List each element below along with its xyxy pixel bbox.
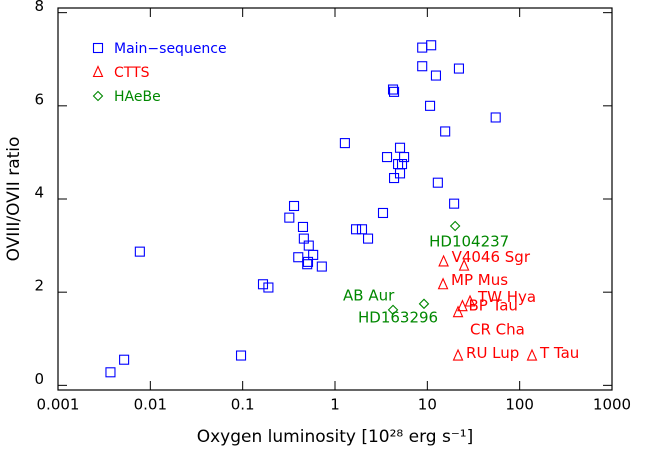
point: [350, 224, 362, 235]
y-tick-label: 8: [34, 0, 44, 15]
point-label: BP Tau: [468, 297, 517, 315]
point-label: HD104237: [429, 233, 509, 251]
point-label: MP Mus: [451, 271, 508, 289]
point-label: CR Cha: [470, 321, 525, 339]
point: [293, 252, 304, 263]
point-label: RU Lup: [466, 344, 519, 362]
point: [134, 246, 145, 257]
point: [394, 142, 406, 153]
y-axis-label: OVIII/OVII ratio: [4, 137, 24, 262]
point: [437, 277, 449, 290]
point: [284, 212, 295, 223]
legend-marker: [92, 42, 104, 54]
point-label: TW Hya: [477, 288, 536, 306]
point: [362, 233, 374, 244]
point: [464, 294, 476, 307]
point: [288, 200, 300, 212]
point: [418, 298, 430, 310]
point: [263, 282, 274, 293]
point: [257, 279, 269, 290]
legend-label: Main−sequence: [114, 41, 227, 57]
point: [308, 249, 319, 260]
point: [394, 168, 406, 179]
point: [452, 305, 464, 318]
point: [526, 348, 538, 361]
point: [302, 256, 314, 267]
legend-marker: [92, 90, 104, 102]
legend-label: CTTS: [114, 65, 150, 81]
point: [381, 152, 393, 163]
point: [449, 220, 461, 232]
y-tick-label: 4: [34, 184, 44, 202]
point: [424, 100, 436, 111]
point: [119, 354, 130, 365]
legend-marker: [92, 65, 104, 78]
point: [105, 367, 116, 378]
y-tick-label: 2: [34, 277, 44, 295]
point: [377, 207, 389, 219]
point: [399, 152, 410, 163]
x-tick-label: 100: [505, 396, 534, 414]
x-tick-label: 1: [330, 396, 340, 414]
point-label: T Tau: [539, 344, 579, 362]
y-tick-label: 6: [34, 90, 44, 108]
point: [356, 224, 368, 235]
point: [449, 198, 460, 209]
y-tick-label: 0: [34, 370, 44, 388]
x-tick-label: 0.001: [37, 396, 80, 414]
legend-label: HAeBe: [114, 89, 161, 105]
point: [316, 261, 327, 272]
point: [297, 221, 309, 233]
point: [440, 126, 451, 137]
point: [432, 177, 443, 188]
x-tick-label: 1000: [593, 396, 631, 414]
x-tick-label: 0.1: [231, 396, 255, 414]
point: [235, 350, 247, 361]
point: [302, 259, 313, 270]
x-tick-label: 10: [418, 396, 437, 414]
x-axis-label: Oxygen luminosity [10²⁸ erg s⁻¹]: [197, 427, 474, 447]
point: [387, 304, 399, 316]
point: [339, 138, 350, 149]
point: [388, 86, 400, 97]
point: [417, 61, 428, 72]
point: [458, 258, 470, 271]
point: [438, 254, 449, 267]
point: [430, 70, 442, 81]
point: [426, 40, 437, 51]
point-label: V4046 Sgr: [452, 248, 531, 266]
point: [387, 84, 399, 95]
point: [453, 63, 465, 74]
point-label: HD163296: [358, 308, 438, 326]
point: [417, 42, 428, 53]
point: [457, 299, 468, 312]
x-tick-label: 0.01: [134, 396, 167, 414]
point: [490, 112, 501, 123]
point-label: AB Aur: [343, 286, 395, 304]
point: [452, 348, 464, 361]
